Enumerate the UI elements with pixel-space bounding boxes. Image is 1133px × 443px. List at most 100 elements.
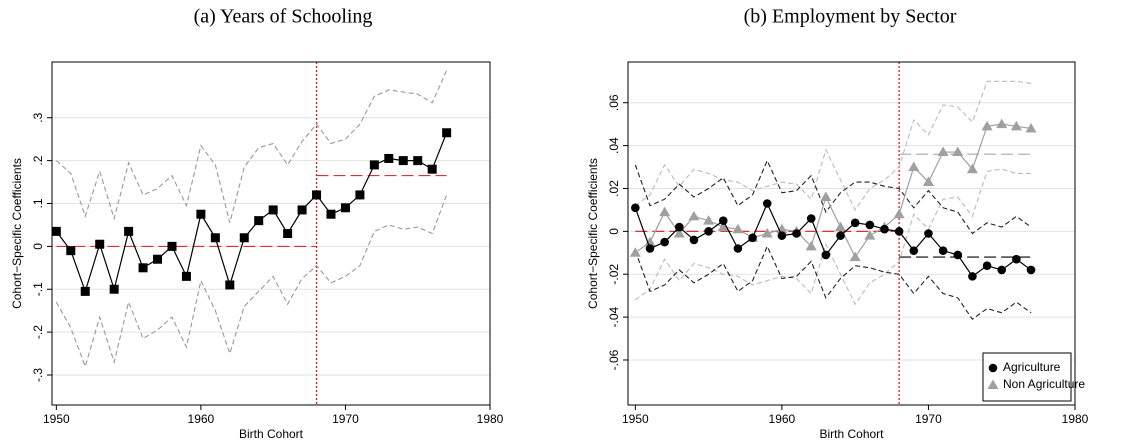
marker [703, 215, 715, 225]
marker [427, 164, 437, 174]
y-tick-label: .3 [31, 112, 45, 122]
marker [718, 216, 728, 225]
y-tick-label: -.3 [31, 368, 45, 382]
y-tick-label: -.06 [607, 349, 621, 370]
marker [225, 280, 235, 290]
series-line [55, 194, 448, 369]
marker [659, 206, 671, 217]
series-line [634, 245, 1032, 321]
marker [66, 246, 76, 256]
series-line [635, 168, 1032, 306]
marker [1012, 254, 1021, 264]
marker [937, 146, 949, 157]
x-tick-label: 1950 [622, 412, 649, 426]
marker [340, 203, 350, 213]
marker [660, 237, 669, 247]
x-tick-label: 1980 [477, 412, 504, 426]
marker [689, 235, 699, 245]
marker [673, 228, 685, 238]
y-tick-label: .04 [607, 137, 621, 154]
marker [138, 263, 148, 273]
marker [1025, 122, 1037, 133]
y-tick-label: 0 [31, 243, 45, 250]
y-tick-label: -.04 [607, 306, 621, 327]
marker [326, 209, 336, 219]
marker [369, 160, 379, 170]
marker [968, 272, 977, 281]
marker [821, 250, 831, 260]
marker [283, 229, 293, 238]
marker [109, 284, 119, 294]
marker [762, 199, 772, 208]
marker [806, 214, 816, 223]
marker [909, 246, 919, 255]
series-line [634, 159, 1032, 235]
marker [924, 229, 933, 238]
marker [51, 226, 61, 236]
marker [805, 240, 817, 251]
legend-marker [988, 363, 998, 373]
marker [167, 241, 177, 251]
marker [674, 222, 684, 232]
y-tick-label: .06 [607, 94, 621, 111]
marker [981, 120, 993, 131]
y-tick-label: -.1 [31, 282, 45, 296]
marker [792, 229, 801, 238]
y-axis-label: Cohort−Specific Coefficients [10, 158, 24, 309]
legend-label: Non Agriculture [1003, 377, 1085, 391]
x-axis-label: Birth Cohort [819, 427, 884, 441]
series-line [634, 123, 1032, 259]
series-line [635, 80, 1032, 212]
marker [196, 209, 206, 219]
marker [124, 226, 134, 236]
marker [894, 227, 904, 236]
marker [850, 218, 860, 228]
marker [312, 190, 322, 200]
marker [629, 247, 641, 257]
marker [398, 156, 408, 166]
marker [704, 227, 713, 236]
plot-area [52, 62, 490, 405]
x-tick-label: 1960 [769, 412, 796, 426]
marker [1026, 265, 1036, 275]
x-tick-label: 1950 [43, 412, 70, 426]
y-tick-label: -.02 [607, 264, 621, 285]
x-tick-label: 1970 [332, 412, 359, 426]
marker [938, 246, 948, 255]
marker [442, 128, 452, 138]
marker [181, 271, 191, 281]
x-tick-label: 1960 [188, 412, 215, 426]
marker [95, 239, 105, 249]
marker [297, 205, 307, 215]
marker [865, 220, 875, 230]
marker [893, 208, 905, 219]
marker [849, 251, 861, 262]
series-line [55, 132, 448, 294]
marker [953, 250, 963, 260]
marker [820, 191, 832, 202]
marker [836, 231, 845, 240]
marker [880, 224, 889, 234]
marker [355, 190, 365, 200]
marker [952, 146, 964, 157]
marker [254, 216, 264, 226]
chart-title: (a) Years of Schooling [194, 6, 373, 28]
marker [80, 286, 90, 296]
y-tick-label: .2 [31, 155, 45, 165]
marker [966, 163, 978, 174]
marker [645, 244, 655, 253]
marker [922, 176, 934, 187]
y-tick-label: 0 [607, 228, 621, 235]
marker [717, 221, 729, 232]
plot-frame [51, 61, 491, 406]
marker [996, 118, 1008, 129]
legend-marker [987, 379, 999, 389]
marker [268, 205, 278, 215]
x-tick-label: 1980 [1062, 412, 1089, 426]
y-tick-label: .1 [31, 198, 45, 208]
plot-area [628, 62, 1075, 405]
y-tick-label: -.2 [31, 325, 45, 339]
marker [835, 221, 847, 232]
